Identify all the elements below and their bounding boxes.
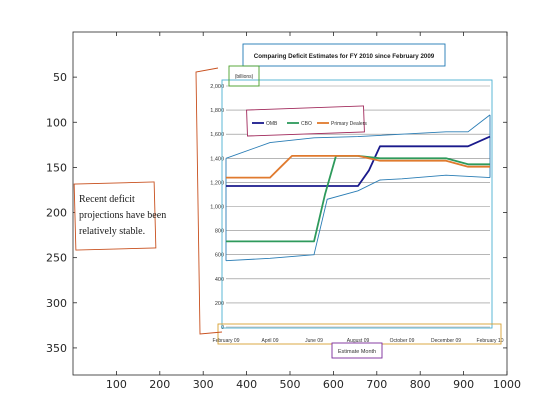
chart-y-tick-label: 1,800: [210, 108, 224, 114]
overlay-line-lower: [225, 174, 491, 262]
overlay-line-upper: [225, 114, 491, 159]
outer-axes-ticks: 100 200 300 400 500 600 700 800 900 1000 50 100 150 2…: [46, 32, 521, 391]
chart-x-tick-label: April 09: [262, 338, 279, 344]
legend-entry: CBO: [301, 121, 312, 127]
chart-series: [226, 135, 491, 243]
chart-title: Comparing Deficit Estimates for FY 2010 …: [254, 53, 435, 60]
legend-entry: OMB: [266, 121, 278, 127]
y-axis-label: (billions): [235, 74, 254, 80]
chart-y-tick-label: 200: [215, 301, 224, 307]
chart-x-tick-label: February 10: [477, 338, 504, 344]
outer-x-tick-label: 200: [149, 378, 170, 391]
left-bracket-frame: [195, 67, 223, 335]
outer-y-tick-label: 300: [46, 297, 67, 310]
chart-x-tick-label: June 09: [305, 338, 323, 344]
outer-y-tick-label: 50: [53, 71, 67, 84]
y-label-box: [228, 65, 260, 87]
chart-x-tick-label: October 09: [390, 338, 415, 344]
chart-y-tick-label: 400: [215, 277, 224, 283]
chart-y-tick-label: 2,000: [210, 84, 224, 90]
outer-x-tick-label: 800: [410, 378, 431, 391]
legend: OMB CBO Primary Dealers: [252, 121, 367, 127]
outer-x-tick-label: 900: [453, 378, 474, 391]
outer-y-tick-label: 350: [46, 342, 67, 355]
outer-y-tick-label: 100: [46, 116, 67, 129]
chart-title-box: [242, 43, 446, 67]
chart-y-tick-label: 1,600: [210, 132, 224, 138]
chart-x-tick-label: February 09: [213, 338, 240, 344]
chart-x-tick-label: August 09: [347, 338, 370, 344]
legend-entry: Primary Dealers: [331, 121, 367, 127]
chart-y-tick-label: 1,000: [210, 205, 224, 211]
chart-y-tick-label: 1,400: [210, 156, 224, 162]
chart-y-tick-label: 800: [215, 229, 224, 235]
chart-y-tick-label: 600: [215, 253, 224, 259]
outer-x-tick-label: 100: [106, 378, 127, 391]
legend-box: [246, 105, 365, 137]
outer-x-tick-label: 500: [280, 378, 301, 391]
outer-x-tick-label: 400: [236, 378, 257, 391]
outer-y-tick-label: 150: [46, 161, 67, 174]
chart-y-tick-label: 1,200: [210, 180, 224, 186]
outer-y-tick-label: 200: [46, 207, 67, 220]
embedded-chart: 02004006008001,0001,2001,4001,6001,8002,…: [210, 84, 503, 344]
outer-x-tick-label: 1000: [493, 378, 521, 391]
chart-x-tick-labels: February 09 April 09 June 09 August 09 Octob…: [213, 338, 504, 344]
chart-x-tick-label: December 09: [431, 338, 461, 344]
x-label-box: [331, 342, 383, 359]
series-line-omb: [226, 135, 491, 187]
annotation-text: Recent deficit projections have been rel…: [79, 194, 169, 237]
outer-x-tick-label: 600: [323, 378, 344, 391]
outer-x-tick-label: 700: [366, 378, 387, 391]
outer-x-tick-label: 300: [193, 378, 214, 391]
annotation-box: [73, 181, 157, 251]
outer-y-tick-label: 250: [46, 252, 67, 265]
plot-area-frame: [221, 79, 493, 329]
series-line-primary-dealers: [226, 154, 490, 179]
x-axis-label: Estimate Month: [338, 349, 376, 355]
